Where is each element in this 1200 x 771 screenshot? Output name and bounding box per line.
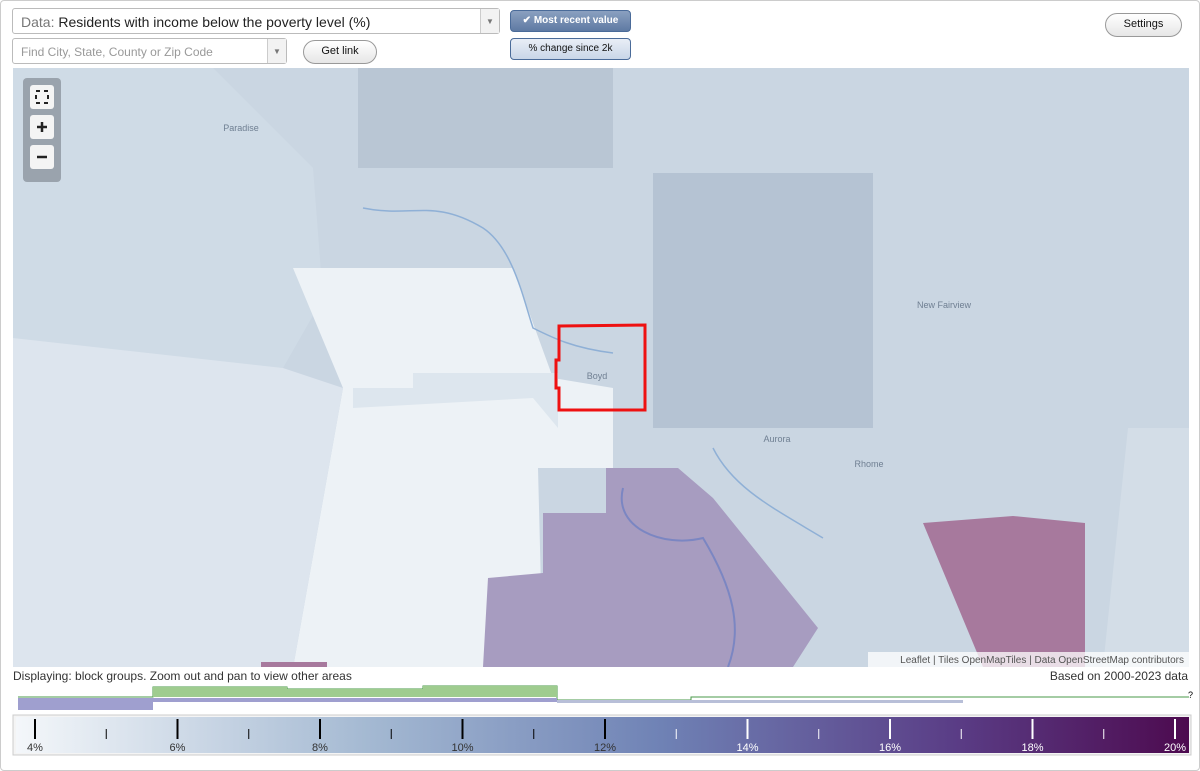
data-prefix: Data: [21,14,55,30]
data-select[interactable]: Data: Residents with income below the po… [12,8,500,34]
dropdown-arrow[interactable]: ▼ [480,9,499,33]
region [653,173,873,428]
legend-gradient [16,717,1189,753]
legend-label: 4% [27,742,43,754]
histogram-area [18,686,557,697]
river [362,207,824,539]
zoom-in-icon [37,122,47,132]
river [620,487,736,667]
legend-label: 16% [879,742,901,754]
displaying-note: Displaying: block groups. Zoom out and p… [13,669,352,683]
data-value: Residents with income below the poverty … [58,14,371,30]
legend-label: 14% [736,742,758,754]
legend-label: 12% [594,742,616,754]
attribution-bg [868,652,1189,667]
legend-label: 10% [451,742,473,754]
place-label: Aurora [763,434,790,444]
data-range: Based on 2000-2023 data [1049,669,1188,683]
region [13,338,343,667]
map[interactable]: Leaflet | Tiles OpenMapTiles | Data Open… [13,68,1189,667]
region [261,662,327,667]
selected-boundary[interactable] [554,323,647,412]
region [358,68,613,168]
search-box[interactable]: Find City, State, County or Zip Code ▼ [12,38,287,64]
region [13,68,323,368]
dropdown-arrow[interactable]: ▼ [267,39,286,63]
get-link-button[interactable]: Get link [303,40,377,64]
region [1103,428,1189,667]
attribution[interactable]: Leaflet | Tiles OpenMapTiles | Data Open… [900,655,1184,666]
place-label: Boyd [587,371,608,381]
place-label: Paradise [223,123,259,133]
region [923,516,1085,667]
region [293,268,613,667]
search-placeholder: Find City, State, County or Zip Code [21,45,213,59]
percent-change-toggle[interactable]: % change since 2k [510,38,631,60]
toggle-label: Most recent value [533,15,619,26]
histogram-help[interactable]: ? [1188,690,1193,700]
histogram-bar [153,698,557,702]
histogram-bar [18,698,153,710]
most-recent-toggle[interactable]: ✔ Most recent value [510,10,631,32]
legend-label: 6% [170,742,186,754]
legend-label: 8% [312,742,328,754]
zoom-control [23,78,61,182]
place-label: Rhome [854,459,883,469]
legend-label: 20% [1164,742,1186,754]
fullscreen-icon [35,90,49,104]
histogram-bar [557,700,963,703]
settings-button[interactable]: Settings [1105,13,1182,37]
legend-label: 18% [1021,742,1043,754]
fullscreen-button[interactable] [30,85,54,109]
region [353,373,558,428]
legend: ? 4% 6% 8% 10% 12% 14% 16% 18% 20% [12,685,1193,756]
place-label: New Fairview [917,300,972,310]
